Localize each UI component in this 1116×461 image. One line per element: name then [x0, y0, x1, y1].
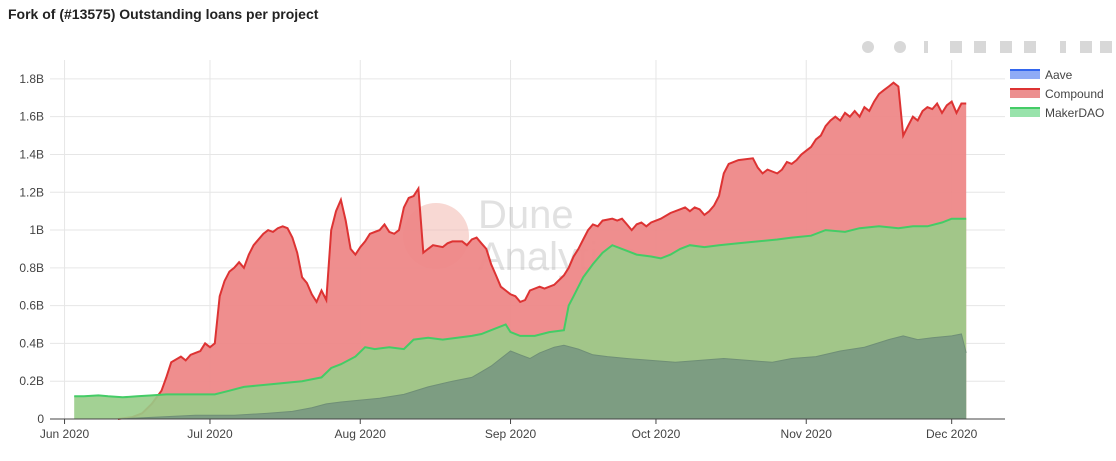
zoom-in-icon[interactable] [1000, 41, 1012, 53]
modebar [862, 41, 1112, 53]
aave-area [117, 334, 967, 419]
y-tick-label: 1.2B [19, 185, 44, 199]
y-tick-label: 0 [37, 412, 44, 426]
chart-title: Fork of (#13575) Outstanding loans per p… [8, 6, 319, 22]
x-tick-label: Sep 2020 [485, 427, 537, 441]
plotly-logo-icon[interactable] [1100, 41, 1112, 53]
makerdao-line [74, 217, 967, 399]
series-areas [74, 81, 967, 420]
legend-label-aave: Aave [1045, 68, 1073, 82]
legend: Aave Compound MakerDAO [1010, 68, 1104, 120]
legend-swatch-aave [1010, 70, 1040, 79]
autoscale-icon[interactable] [1060, 41, 1066, 53]
x-tick-label: Aug 2020 [335, 427, 387, 441]
legend-swatch-compound [1010, 89, 1040, 98]
zoom-out-icon[interactable] [1024, 41, 1036, 53]
y-tick-label: 1.8B [19, 72, 44, 86]
pan-icon[interactable] [924, 41, 928, 53]
x-tick-label: Jul 2020 [187, 427, 233, 441]
compound-line [117, 81, 967, 420]
x-tick-label: Oct 2020 [632, 427, 681, 441]
zoom-icon[interactable] [894, 41, 906, 53]
y-tick-label: 1.6B [19, 110, 44, 124]
y-tick-label: 0.6B [19, 299, 44, 313]
x-tick-label: Nov 2020 [781, 427, 833, 441]
y-tick-label: 1B [29, 223, 44, 237]
lasso-icon[interactable] [974, 41, 986, 53]
legend-label-compound: Compound [1045, 87, 1104, 101]
x-tick-label: Jun 2020 [40, 427, 90, 441]
y-tick-label: 0.4B [19, 336, 44, 350]
camera-icon[interactable] [862, 41, 874, 53]
y-tick-label: 0.8B [19, 261, 44, 275]
y-tick-label: 0.2B [19, 374, 44, 388]
reset-axes-icon[interactable] [1080, 41, 1092, 53]
axes: Jun 2020 Jul 2020 Aug 2020 Sep 2020 Oct 2020… [19, 72, 1005, 441]
legend-label-makerdao: MakerDAO [1045, 106, 1104, 120]
select-box-icon[interactable] [950, 41, 962, 53]
y-tick-label: 1.4B [19, 147, 44, 161]
aave-line [117, 333, 967, 420]
x-tick-label: Dec 2020 [926, 427, 978, 441]
watermark-line1: Dune [478, 193, 574, 237]
legend-swatch-makerdao [1010, 108, 1040, 117]
